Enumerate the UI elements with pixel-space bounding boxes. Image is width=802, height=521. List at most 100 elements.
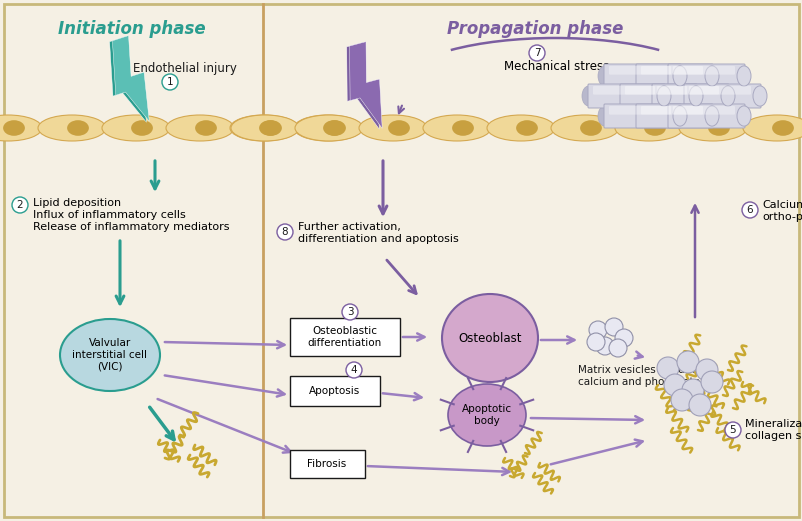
Ellipse shape: [772, 120, 793, 136]
Circle shape: [614, 329, 632, 347]
Circle shape: [604, 318, 622, 336]
Circle shape: [663, 374, 685, 396]
Ellipse shape: [645, 86, 659, 106]
Text: Valvular
interstitial cell
(VIC): Valvular interstitial cell (VIC): [72, 339, 148, 371]
Circle shape: [741, 202, 757, 218]
Text: Release of inflammatory mediators: Release of inflammatory mediators: [33, 222, 229, 232]
Text: Endothelial injury: Endothelial injury: [133, 62, 237, 75]
Ellipse shape: [260, 120, 282, 136]
Ellipse shape: [358, 115, 427, 141]
Text: Osteoblast: Osteoblast: [458, 331, 521, 344]
Ellipse shape: [441, 294, 537, 382]
Text: Apoptotic
body: Apoptotic body: [461, 404, 512, 426]
Circle shape: [688, 394, 710, 416]
Text: Matrix vesicles filled with
calcium and phosphate: Matrix vesicles filled with calcium and …: [577, 365, 709, 387]
Ellipse shape: [102, 115, 170, 141]
Ellipse shape: [131, 120, 152, 136]
Text: Mechanical stress: Mechanical stress: [504, 60, 609, 73]
Ellipse shape: [581, 86, 595, 106]
Ellipse shape: [672, 106, 687, 126]
Ellipse shape: [677, 86, 691, 106]
FancyBboxPatch shape: [635, 104, 712, 128]
FancyBboxPatch shape: [651, 84, 728, 108]
FancyBboxPatch shape: [608, 66, 670, 75]
FancyBboxPatch shape: [667, 104, 744, 128]
Ellipse shape: [259, 120, 281, 136]
Circle shape: [342, 304, 358, 320]
FancyBboxPatch shape: [656, 86, 718, 95]
Text: Fibrosis: Fibrosis: [307, 459, 346, 469]
Circle shape: [656, 357, 678, 379]
Text: 3: 3: [346, 307, 353, 317]
Ellipse shape: [597, 106, 611, 126]
FancyBboxPatch shape: [4, 4, 798, 517]
Ellipse shape: [661, 66, 675, 86]
Circle shape: [588, 321, 606, 339]
FancyBboxPatch shape: [603, 64, 680, 88]
Ellipse shape: [688, 86, 702, 106]
Text: 7: 7: [533, 48, 540, 58]
Ellipse shape: [579, 120, 602, 136]
FancyBboxPatch shape: [603, 104, 680, 128]
Ellipse shape: [661, 106, 675, 126]
Text: 2: 2: [17, 200, 23, 210]
FancyBboxPatch shape: [290, 376, 379, 406]
Ellipse shape: [672, 66, 687, 86]
Circle shape: [586, 333, 604, 351]
FancyBboxPatch shape: [667, 64, 744, 88]
FancyBboxPatch shape: [290, 318, 399, 356]
Circle shape: [595, 337, 614, 355]
Circle shape: [681, 379, 703, 401]
Ellipse shape: [656, 86, 670, 106]
Ellipse shape: [322, 120, 344, 136]
Text: 8: 8: [282, 227, 288, 237]
Polygon shape: [109, 36, 146, 122]
Ellipse shape: [294, 115, 363, 141]
Text: Apoptosis: Apoptosis: [309, 386, 360, 396]
Ellipse shape: [736, 106, 750, 126]
Text: Lipid deposition: Lipid deposition: [33, 198, 121, 208]
Ellipse shape: [516, 120, 537, 136]
Ellipse shape: [448, 384, 525, 446]
Text: Calcium
ortho-phosphate: Calcium ortho-phosphate: [761, 200, 802, 221]
FancyBboxPatch shape: [624, 86, 687, 95]
Ellipse shape: [597, 66, 611, 86]
Ellipse shape: [229, 115, 298, 141]
Circle shape: [346, 362, 362, 378]
Ellipse shape: [387, 120, 409, 136]
FancyBboxPatch shape: [672, 106, 734, 115]
FancyBboxPatch shape: [290, 450, 365, 478]
Text: Mineralization of
collagen scaffold: Mineralization of collagen scaffold: [744, 419, 802, 441]
Circle shape: [724, 422, 740, 438]
Text: 1: 1: [167, 77, 173, 87]
Ellipse shape: [752, 86, 766, 106]
FancyBboxPatch shape: [619, 84, 696, 108]
Ellipse shape: [231, 115, 298, 141]
Ellipse shape: [294, 115, 362, 141]
FancyBboxPatch shape: [640, 66, 702, 75]
Ellipse shape: [423, 115, 490, 141]
FancyBboxPatch shape: [587, 84, 664, 108]
FancyBboxPatch shape: [640, 106, 702, 115]
Ellipse shape: [452, 120, 473, 136]
Circle shape: [608, 339, 626, 357]
Polygon shape: [349, 42, 382, 128]
Circle shape: [670, 389, 692, 411]
Ellipse shape: [195, 120, 217, 136]
FancyBboxPatch shape: [592, 86, 654, 95]
Ellipse shape: [704, 106, 718, 126]
Ellipse shape: [678, 115, 746, 141]
Text: Initiation phase: Initiation phase: [58, 20, 205, 38]
Text: Propagation phase: Propagation phase: [446, 20, 622, 38]
Text: Further activation,
differentiation and apoptosis: Further activation, differentiation and …: [298, 222, 458, 244]
Ellipse shape: [166, 115, 233, 141]
Circle shape: [695, 359, 717, 381]
Ellipse shape: [550, 115, 618, 141]
Ellipse shape: [614, 86, 627, 106]
Text: Osteoblastic
differentiation: Osteoblastic differentiation: [307, 326, 382, 348]
Ellipse shape: [614, 115, 683, 141]
Ellipse shape: [38, 115, 106, 141]
Ellipse shape: [630, 106, 643, 126]
FancyBboxPatch shape: [608, 106, 670, 115]
Ellipse shape: [67, 120, 89, 136]
